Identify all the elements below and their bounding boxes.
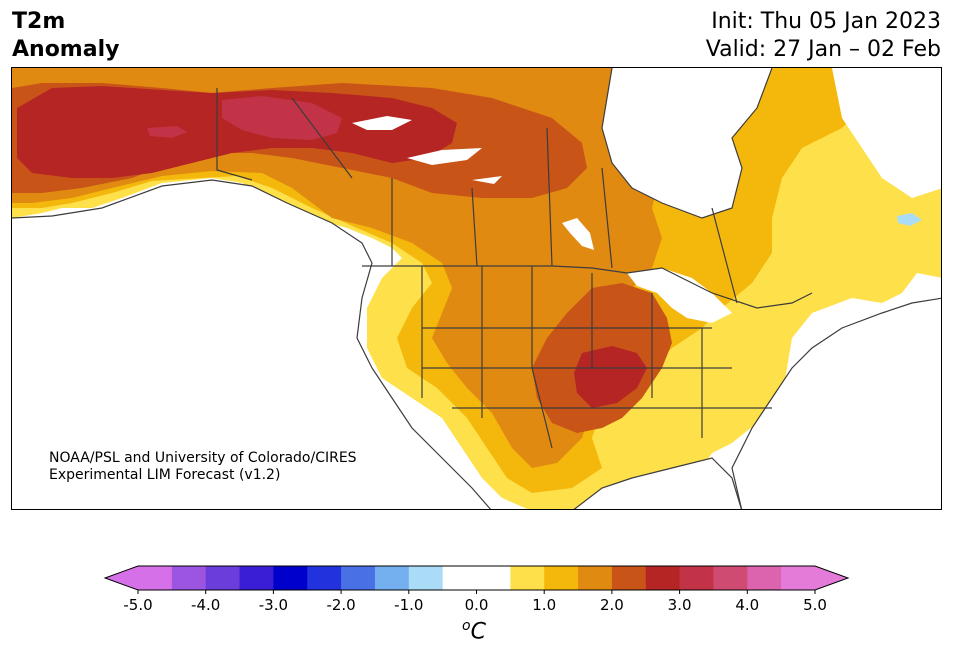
coastline-gulf xyxy=(573,457,743,509)
colorbar-swatch xyxy=(171,566,207,590)
colorbar-swatch xyxy=(544,566,579,590)
hudson-bay-coast xyxy=(601,68,773,219)
colorbar-swatch xyxy=(510,566,545,590)
colorbar-swatch xyxy=(239,566,274,590)
masked-areas xyxy=(12,68,941,509)
colorbar-svg: -5.0 -4.0 -3.0 -2.0 -1.0 0.0 1.0 2.0 3.0 4.0 5.0 xyxy=(103,565,850,614)
colorbar-swatch xyxy=(578,566,613,590)
title-line-1: T2m xyxy=(12,9,66,34)
colorbar-tick-label: 3.0 xyxy=(668,596,692,614)
colorbar-extend-high xyxy=(815,566,848,590)
great-slave-lake xyxy=(407,148,482,165)
anomaly-region-dark-orange xyxy=(12,83,672,433)
colorbar-swatch xyxy=(611,566,647,590)
anomaly-region-crimson xyxy=(147,96,342,140)
map-title: T2m Anomaly xyxy=(12,8,119,64)
anomaly-region-red xyxy=(17,86,647,408)
lake-athabasca xyxy=(472,176,502,184)
labrador-sea xyxy=(832,68,941,198)
colorbar-tick-label: -2.0 xyxy=(326,596,355,614)
valid-date: Valid: 27 Jan – 02 Feb xyxy=(705,37,941,62)
colorbar-tick-label: -1.0 xyxy=(394,596,423,614)
colorbar-tick-label: 4.0 xyxy=(735,596,759,614)
forecast-dates: Init: Thu 05 Jan 2023 Valid: 27 Jan – 02… xyxy=(706,8,941,64)
init-date: Init: Thu 05 Jan 2023 xyxy=(711,9,941,34)
colorbar-swatch xyxy=(408,566,444,590)
unit-degree: o xyxy=(462,618,471,634)
colorbar-swatch xyxy=(138,566,173,590)
colorbar-swatch xyxy=(476,566,511,590)
colorbar-swatch xyxy=(713,566,748,590)
colorbar-tick-label: 0.0 xyxy=(465,596,489,614)
coastline-west xyxy=(12,179,492,509)
colorbar-tick-label: 2.0 xyxy=(600,596,624,614)
state-lines xyxy=(421,266,772,449)
colorbar-swatch xyxy=(747,566,782,590)
us-canada-border xyxy=(362,265,813,309)
colorbar-tick-label: -5.0 xyxy=(123,596,152,614)
colorbar: -5.0 -4.0 -3.0 -2.0 -1.0 0.0 1.0 2.0 3.0 4.0 5.0 xyxy=(0,560,953,659)
unit-letter: C xyxy=(470,619,486,645)
great-bear-lake xyxy=(352,116,412,130)
anomaly-region-light-blue xyxy=(897,213,922,226)
anomaly-map xyxy=(11,67,942,510)
credit-line-2: Experimental LIM Forecast (v1.2) xyxy=(49,467,281,483)
colorbar-swatch xyxy=(781,566,816,590)
colorbar-swatch xyxy=(273,566,308,590)
colorbar-tick-label: 1.0 xyxy=(532,596,556,614)
title-line-2: Anomaly xyxy=(12,37,120,62)
credit-text: NOAA/PSL and University of Colorado/CIRE… xyxy=(49,450,357,484)
colorbar-swatch xyxy=(679,566,714,590)
boundaries xyxy=(12,68,941,509)
colorbar-swatch xyxy=(374,566,410,590)
colorbar-tick-label: -3.0 xyxy=(259,596,288,614)
atlantic-mask xyxy=(732,298,941,509)
gulf-of-mexico xyxy=(574,458,742,509)
colorbar-swatch xyxy=(307,566,342,590)
province-lines xyxy=(291,97,738,304)
colorbar-unit: oC xyxy=(462,618,486,644)
coastline-east xyxy=(731,297,941,509)
lake-winnipeg xyxy=(562,218,594,250)
colorbar-tick-label: -4.0 xyxy=(191,596,220,614)
colorbar-swatch xyxy=(341,566,376,590)
colorbar-tick-label: 5.0 xyxy=(803,596,827,614)
colorbar-swatch xyxy=(645,566,681,590)
hudson-bay xyxy=(602,68,772,218)
map-canvas xyxy=(12,68,941,509)
colorbar-swatch xyxy=(205,566,241,590)
colorbar-extend-low xyxy=(105,566,138,590)
great-lakes xyxy=(627,268,732,323)
credit-line-1: NOAA/PSL and University of Colorado/CIRE… xyxy=(49,450,357,466)
colorbar-swatch xyxy=(442,566,477,590)
alaska-border xyxy=(216,88,253,181)
pacific-coast-mask xyxy=(12,180,491,509)
